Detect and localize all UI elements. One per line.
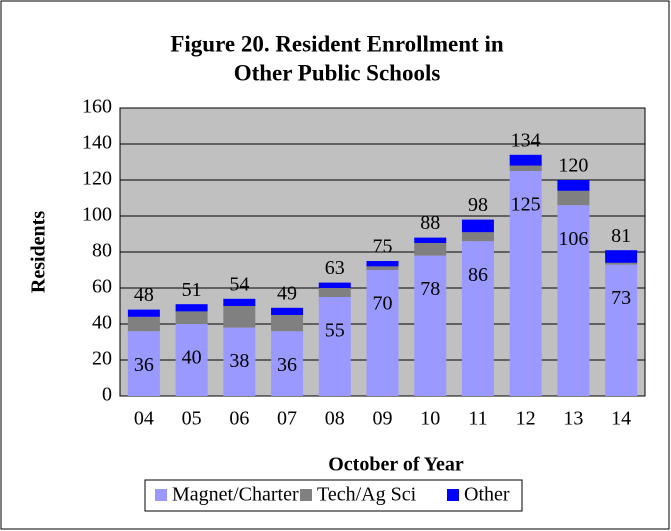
bar-segment xyxy=(175,304,208,312)
data-label: 125 xyxy=(511,194,541,216)
bar-segment xyxy=(175,324,208,396)
bar-segment xyxy=(318,282,351,288)
data-label: 55 xyxy=(325,320,345,342)
total-label: 48 xyxy=(134,284,154,306)
bar-segment xyxy=(223,327,256,396)
bar-segment xyxy=(461,232,494,242)
x-axis-title: October of Year xyxy=(328,454,464,476)
bar-segment xyxy=(175,311,208,324)
total-label: 134 xyxy=(511,129,541,151)
bar-segment xyxy=(414,243,447,256)
x-tick-label: 07 xyxy=(277,408,297,430)
chart-title: Other Public Schools xyxy=(234,60,441,85)
legend-label: Magnet/Charter xyxy=(172,484,299,506)
bar-segment xyxy=(509,171,542,396)
bar-segment xyxy=(557,190,590,206)
y-tick-label: 160 xyxy=(82,96,112,118)
bar-segment xyxy=(605,262,638,265)
legend-label: Other xyxy=(464,484,510,506)
total-label: 88 xyxy=(420,212,440,234)
y-tick-label: 140 xyxy=(82,132,112,154)
total-label: 63 xyxy=(325,257,345,279)
x-tick-label: 08 xyxy=(325,408,345,430)
bar-segment xyxy=(318,297,351,396)
legend xyxy=(144,479,523,512)
data-label: 36 xyxy=(134,354,154,376)
x-tick-label: 09 xyxy=(373,408,393,430)
bar-segment xyxy=(127,309,160,317)
y-tick-label: 80 xyxy=(92,240,112,262)
data-label: 73 xyxy=(611,287,631,309)
y-tick-label: 120 xyxy=(82,168,112,190)
bar-segment xyxy=(414,237,447,243)
data-label: 70 xyxy=(373,293,393,315)
bar-segment xyxy=(271,307,304,315)
x-tick-label: 06 xyxy=(229,408,249,430)
bar-segment xyxy=(461,219,494,233)
bar-segment xyxy=(557,180,590,191)
bar-segment xyxy=(366,270,399,396)
data-label: 78 xyxy=(420,278,440,300)
bar-segment xyxy=(605,264,638,396)
y-tick-label: 60 xyxy=(92,276,112,298)
total-label: 120 xyxy=(558,155,588,177)
bar-segment xyxy=(223,298,256,306)
bar-segment xyxy=(557,205,590,396)
chart-title: Figure 20. Resident Enrollment in xyxy=(170,31,504,56)
x-tick-label: 04 xyxy=(134,408,154,430)
bar-segment xyxy=(127,316,160,332)
bar-segment xyxy=(127,331,160,396)
x-tick-label: 10 xyxy=(420,408,440,430)
x-tick-label: 13 xyxy=(563,408,583,430)
data-label: 38 xyxy=(229,350,249,372)
x-tick-label: 12 xyxy=(516,408,536,430)
legend-swatch xyxy=(300,489,312,501)
bar-segment xyxy=(271,331,304,396)
x-tick-label: 11 xyxy=(468,408,487,430)
y-tick-label: 20 xyxy=(92,348,112,370)
x-tick-label: 05 xyxy=(182,408,202,430)
legend-swatch xyxy=(447,489,459,501)
total-label: 49 xyxy=(277,282,297,304)
bar-segment xyxy=(509,165,542,171)
total-label: 51 xyxy=(182,279,202,301)
bar-segment xyxy=(509,154,542,166)
total-label: 81 xyxy=(611,225,631,247)
legend-label: Tech/Ag Sci xyxy=(317,484,417,506)
x-tick-label: 14 xyxy=(611,408,631,430)
total-label: 98 xyxy=(468,194,488,216)
total-label: 54 xyxy=(229,273,249,295)
bar-segment xyxy=(366,266,399,270)
data-label: 36 xyxy=(277,354,297,376)
total-label: 75 xyxy=(373,236,393,258)
bar-segment xyxy=(414,255,447,396)
data-label: 40 xyxy=(182,347,202,369)
y-tick-label: 0 xyxy=(102,384,112,406)
bar-segment xyxy=(223,306,256,328)
y-tick-label: 40 xyxy=(92,312,112,334)
bar-segment xyxy=(271,315,304,332)
legend-swatch xyxy=(155,489,167,501)
bar-segment xyxy=(605,250,638,263)
y-axis-title: Residents xyxy=(28,211,50,293)
data-label: 86 xyxy=(468,264,488,286)
data-label: 106 xyxy=(558,228,588,250)
bar-segment xyxy=(318,288,351,297)
y-tick-label: 100 xyxy=(82,204,112,226)
bar-segment xyxy=(461,241,494,396)
bar-segment xyxy=(366,261,399,267)
